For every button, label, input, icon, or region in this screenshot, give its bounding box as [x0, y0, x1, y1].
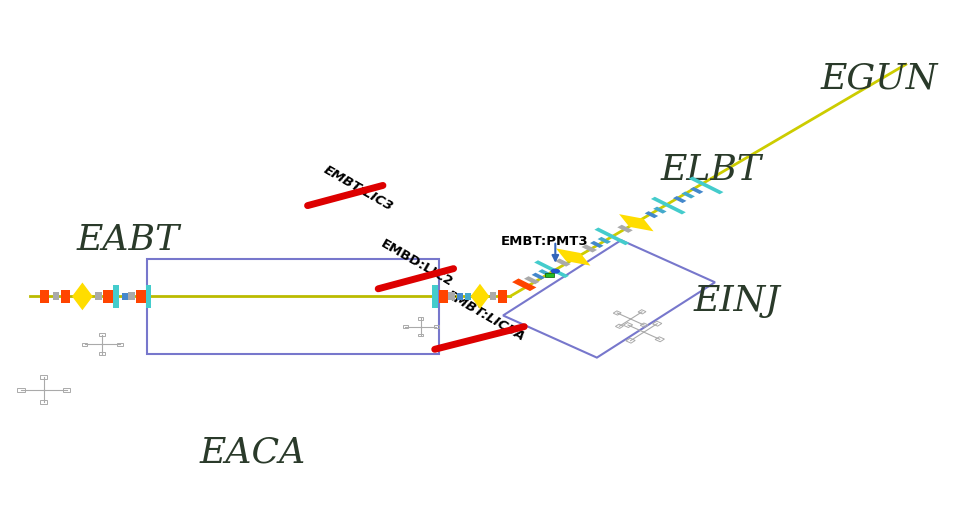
Bar — [96, 293, 101, 300]
Text: EMBT:LIC3: EMBT:LIC3 — [321, 163, 396, 213]
Polygon shape — [653, 207, 667, 213]
Text: EMBD:LIC2: EMBD:LIC2 — [378, 237, 455, 289]
Text: EGUN: EGUN — [821, 62, 938, 96]
Text: EMBT:PMT3: EMBT:PMT3 — [501, 235, 589, 248]
Polygon shape — [673, 196, 686, 203]
Polygon shape — [618, 225, 633, 233]
Polygon shape — [645, 211, 658, 218]
Bar — [128, 293, 135, 300]
Bar — [545, 273, 554, 277]
Polygon shape — [555, 259, 570, 267]
Polygon shape — [594, 228, 629, 245]
Bar — [465, 293, 471, 300]
Text: EINJ: EINJ — [694, 284, 781, 318]
Bar — [136, 290, 146, 303]
Polygon shape — [524, 276, 539, 284]
Polygon shape — [512, 278, 537, 291]
Polygon shape — [556, 248, 591, 266]
Polygon shape — [538, 269, 552, 276]
Bar — [61, 290, 70, 303]
Bar — [490, 293, 496, 300]
Text: EABT: EABT — [77, 223, 179, 257]
Polygon shape — [690, 187, 703, 194]
Text: EACA: EACA — [199, 435, 306, 469]
Bar — [53, 293, 59, 300]
Polygon shape — [72, 282, 93, 310]
Bar — [103, 290, 113, 303]
Polygon shape — [689, 176, 724, 194]
Bar — [438, 290, 448, 303]
Bar — [498, 290, 508, 303]
Polygon shape — [582, 244, 597, 252]
Polygon shape — [681, 192, 695, 199]
Bar — [146, 285, 152, 308]
Bar — [457, 293, 463, 300]
Bar — [114, 285, 119, 308]
Polygon shape — [620, 214, 653, 231]
Circle shape — [551, 269, 560, 274]
Polygon shape — [651, 197, 686, 214]
Bar — [40, 290, 49, 303]
Polygon shape — [597, 237, 611, 244]
Bar — [148, 259, 439, 354]
Polygon shape — [471, 284, 489, 309]
Polygon shape — [532, 273, 545, 280]
Text: ELBT: ELBT — [661, 153, 761, 187]
Polygon shape — [590, 241, 603, 248]
Bar — [122, 293, 127, 300]
Bar — [432, 285, 437, 308]
Polygon shape — [535, 260, 569, 278]
Bar — [449, 293, 455, 300]
Text: EMBT:LIC5A: EMBT:LIC5A — [444, 289, 527, 344]
